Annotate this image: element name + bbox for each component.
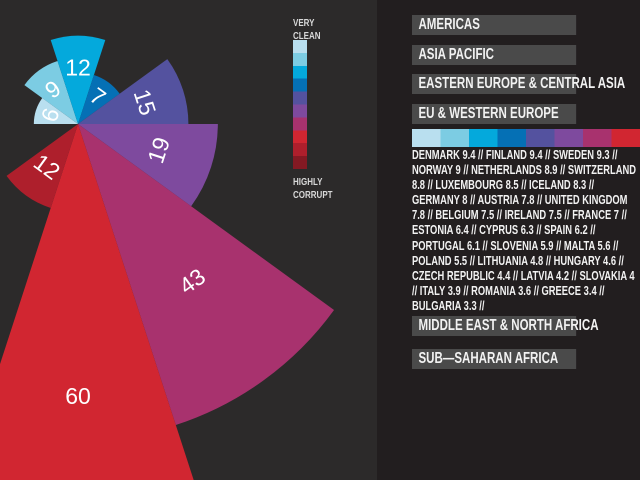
svg-text:60: 60 [65,383,91,409]
svg-text:12: 12 [65,54,91,80]
